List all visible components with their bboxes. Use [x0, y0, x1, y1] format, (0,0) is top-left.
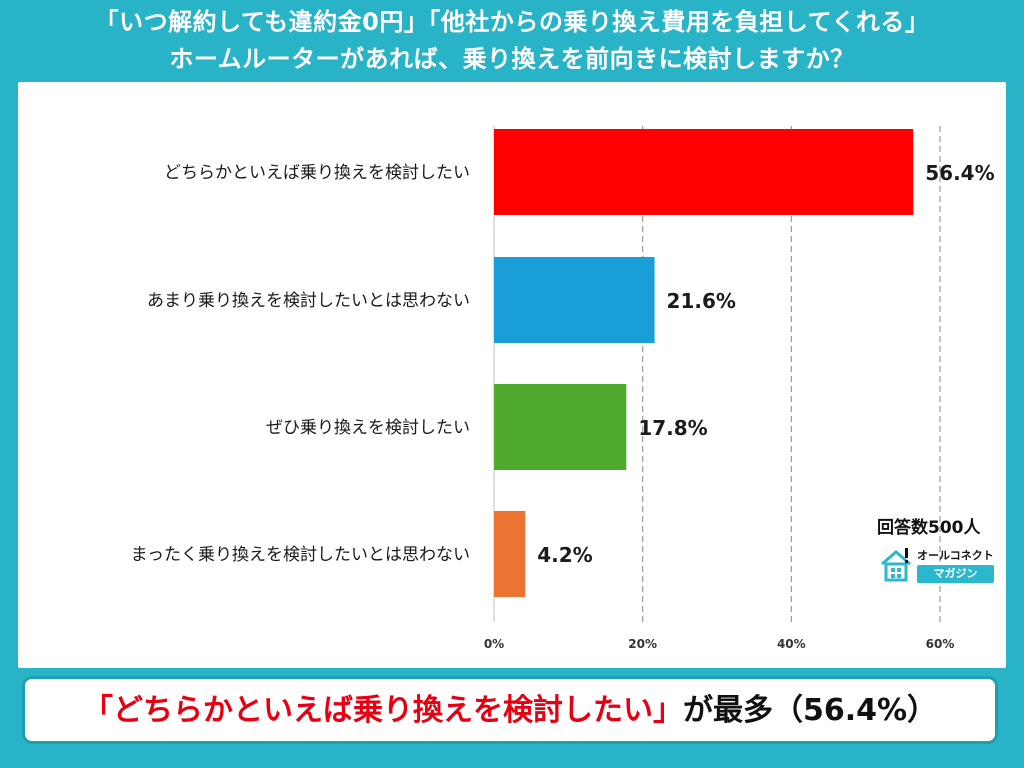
- category-label: どちらかといえば乗り換えを検討したい: [164, 163, 470, 183]
- chart-panel: 0% 20% 40% 60% どちらかといえば乗り換えを検討したい 56.4% あまり乗り換…: [18, 82, 1006, 668]
- bar: [494, 257, 655, 343]
- bars: [494, 129, 914, 597]
- respondent-count: 回答数500人: [877, 518, 981, 538]
- title-line-1: 「いつ解約しても違約金0円」「他社からの乗り換え費用を負担してくれる」: [94, 8, 930, 36]
- data-label: 56.4%: [925, 161, 994, 185]
- data-label: 17.8%: [638, 416, 707, 440]
- data-label: 4.2%: [537, 543, 592, 567]
- summary-highlight: 「どちらかといえば乗り換えを検討したい」: [82, 693, 683, 728]
- x-tick-label: 40%: [777, 637, 806, 651]
- summary-text: 「どちらかといえば乗り換えを検討したい」が最多（56.4%）: [25, 691, 995, 731]
- category-label: ぜひ乗り換えを検討したい: [266, 418, 470, 438]
- x-tick-label: 60%: [926, 637, 955, 651]
- brand-logo: オールコネクト マガジン: [877, 545, 997, 585]
- category-label: まったく乗り換えを検討したいとは思わない: [131, 545, 470, 565]
- category-label: あまり乗り換えを検討したいとは思わない: [147, 291, 470, 311]
- summary-banner: 「どちらかといえば乗り換えを検討したい」が最多（56.4%）: [22, 676, 998, 744]
- x-tick-label: 20%: [628, 637, 657, 651]
- house-icon: [881, 548, 911, 582]
- brand-name-bottom: マガジン: [917, 565, 994, 583]
- bar-chart: 0% 20% 40% 60% どちらかといえば乗り換えを検討したい 56.4% あまり乗り換…: [131, 126, 995, 651]
- bar: [494, 511, 526, 597]
- header: 「いつ解約しても違約金0円」「他社からの乗り換え費用を負担してくれる」 ホームル…: [0, 0, 1024, 82]
- summary-rest: が最多（56.4%）: [682, 693, 938, 728]
- data-label: 21.6%: [667, 289, 736, 313]
- title-line-2: ホームルーターがあれば、乗り換えを前向きに検討しますか？: [169, 45, 855, 73]
- x-tick-label: 0%: [484, 637, 504, 651]
- brand-name-top: オールコネクト: [917, 549, 994, 562]
- bar: [494, 384, 627, 470]
- bar: [494, 129, 914, 215]
- labels: 0% 20% 40% 60% どちらかといえば乗り換えを検討したい 56.4% あまり乗り換…: [131, 161, 995, 651]
